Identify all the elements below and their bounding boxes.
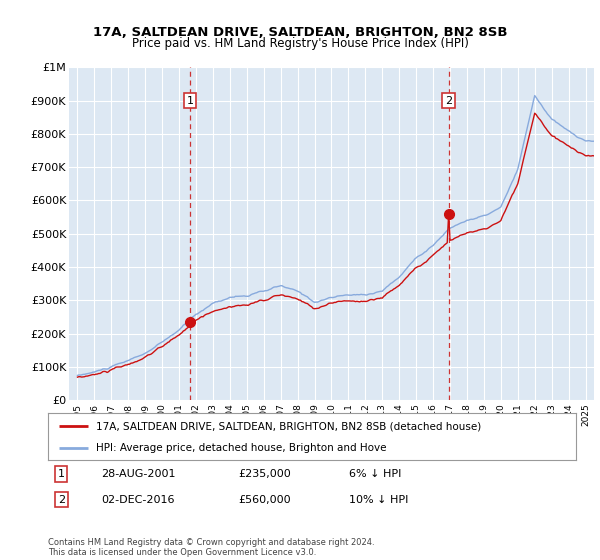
Text: 28-AUG-2001: 28-AUG-2001: [101, 469, 175, 479]
Text: 1: 1: [187, 96, 194, 105]
Text: 17A, SALTDEAN DRIVE, SALTDEAN, BRIGHTON, BN2 8SB (detached house): 17A, SALTDEAN DRIVE, SALTDEAN, BRIGHTON,…: [95, 421, 481, 431]
Text: 10% ↓ HPI: 10% ↓ HPI: [349, 494, 409, 505]
Text: 1: 1: [58, 469, 65, 479]
Text: HPI: Average price, detached house, Brighton and Hove: HPI: Average price, detached house, Brig…: [95, 444, 386, 454]
Text: Contains HM Land Registry data © Crown copyright and database right 2024.
This d: Contains HM Land Registry data © Crown c…: [48, 538, 374, 557]
Text: 2: 2: [58, 494, 65, 505]
Text: Price paid vs. HM Land Registry's House Price Index (HPI): Price paid vs. HM Land Registry's House …: [131, 37, 469, 50]
Text: 02-DEC-2016: 02-DEC-2016: [101, 494, 175, 505]
Text: £235,000: £235,000: [238, 469, 291, 479]
Text: 6% ↓ HPI: 6% ↓ HPI: [349, 469, 401, 479]
Text: £560,000: £560,000: [238, 494, 291, 505]
Text: 2: 2: [445, 96, 452, 105]
Text: 17A, SALTDEAN DRIVE, SALTDEAN, BRIGHTON, BN2 8SB: 17A, SALTDEAN DRIVE, SALTDEAN, BRIGHTON,…: [93, 26, 507, 39]
